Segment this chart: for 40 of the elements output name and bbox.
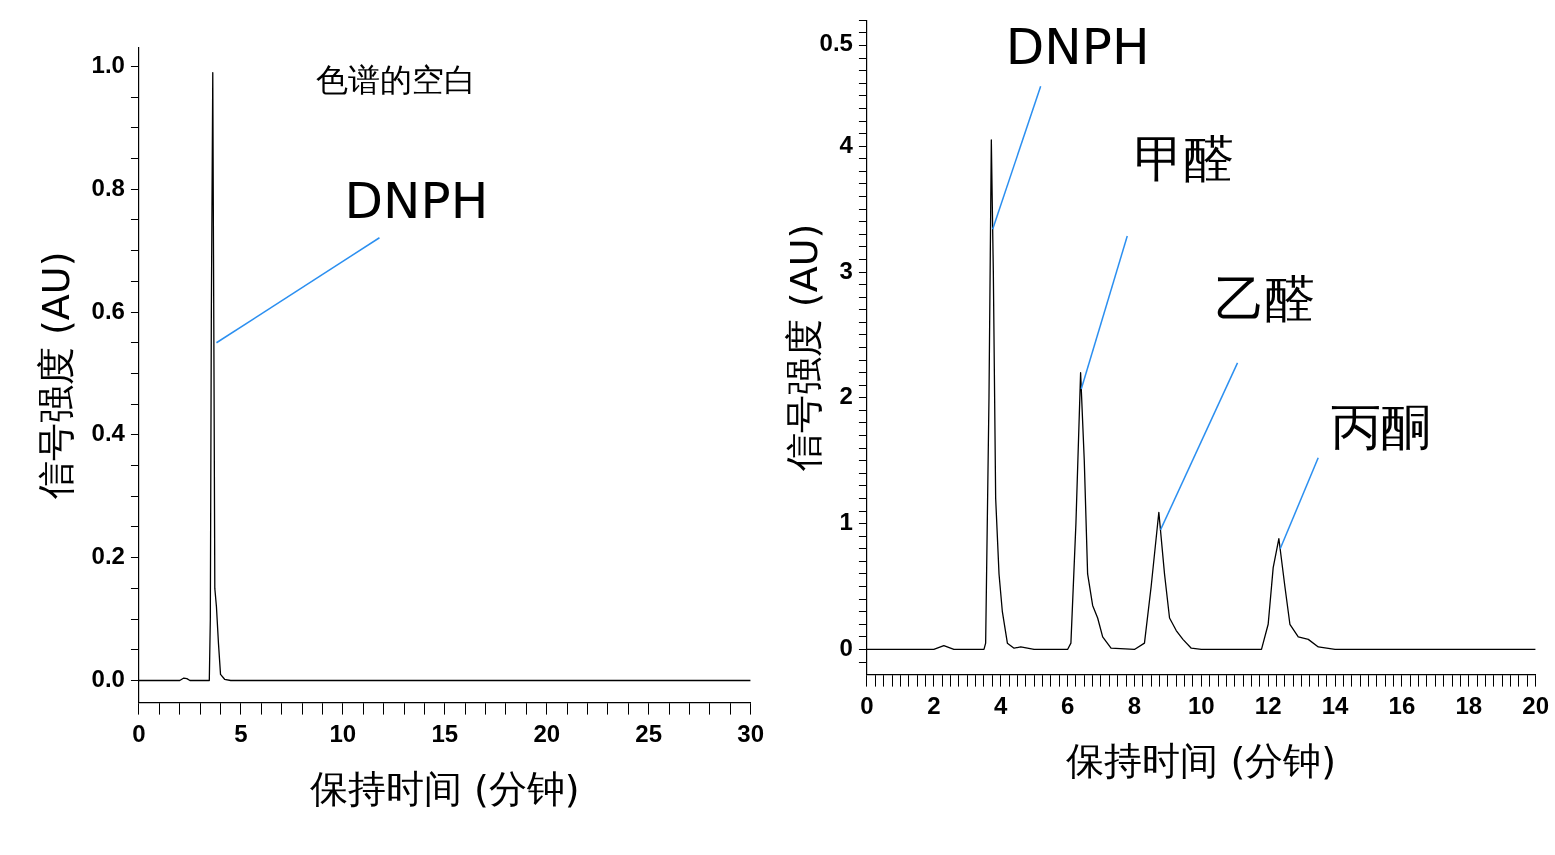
- y-tick-label: 0.6: [91, 296, 125, 324]
- x-tick-label: 15: [431, 719, 459, 747]
- y-tick-label: 0.2: [91, 542, 125, 570]
- x-tick-label: 6: [1060, 691, 1075, 719]
- x-tick-label: 0: [132, 719, 146, 747]
- x-axis-title: 保持时间 (分钟): [1066, 739, 1337, 784]
- x-tick-label: 30: [737, 719, 764, 747]
- x-tick-label: 10: [1187, 691, 1215, 719]
- y-tick-label: 4: [839, 130, 854, 158]
- y-axis-title: 信号强度 (AU): [781, 223, 826, 472]
- x-axis-title: 保持时间 (分钟): [309, 767, 580, 812]
- annotation: DNPH: [344, 171, 489, 230]
- x-tick-label: 8: [1127, 691, 1142, 719]
- x-tick-label: 16: [1388, 691, 1416, 719]
- annotation: 乙醛: [1214, 269, 1315, 328]
- x-tick-label: 18: [1455, 691, 1483, 719]
- y-tick-label: 0.8: [91, 173, 125, 201]
- y-tick-label: 1.0: [91, 51, 125, 79]
- y-tick-label: 0.0: [91, 665, 125, 693]
- y-axis-title: 信号强度 (AU): [33, 251, 78, 500]
- x-tick-label: 25: [635, 719, 663, 747]
- annotation: DNPH: [1005, 18, 1150, 77]
- y-tick-label: 3: [839, 256, 853, 284]
- y-tick-label: 2: [839, 382, 853, 410]
- annotation: 甲醛: [1134, 130, 1235, 188]
- x-tick-label: 4: [994, 691, 1009, 719]
- x-tick-label: 14: [1321, 691, 1350, 719]
- y-tick-label: 0.4: [91, 419, 126, 447]
- x-tick-label: 12: [1254, 691, 1282, 719]
- x-tick-label: 5: [234, 719, 248, 747]
- x-tick-label: 2: [927, 691, 941, 719]
- x-tick-label: 20: [533, 719, 561, 747]
- annotation: 丙酮: [1331, 397, 1432, 456]
- x-tick-label: 20: [1522, 691, 1549, 719]
- y-tick-label: 1: [839, 508, 853, 536]
- x-tick-label: 0: [860, 691, 874, 719]
- text: 0.5: [819, 29, 853, 57]
- text: 色谱的空白: [315, 61, 476, 100]
- y-tick-label: 0: [839, 634, 853, 662]
- x-tick-label: 10: [329, 719, 357, 747]
